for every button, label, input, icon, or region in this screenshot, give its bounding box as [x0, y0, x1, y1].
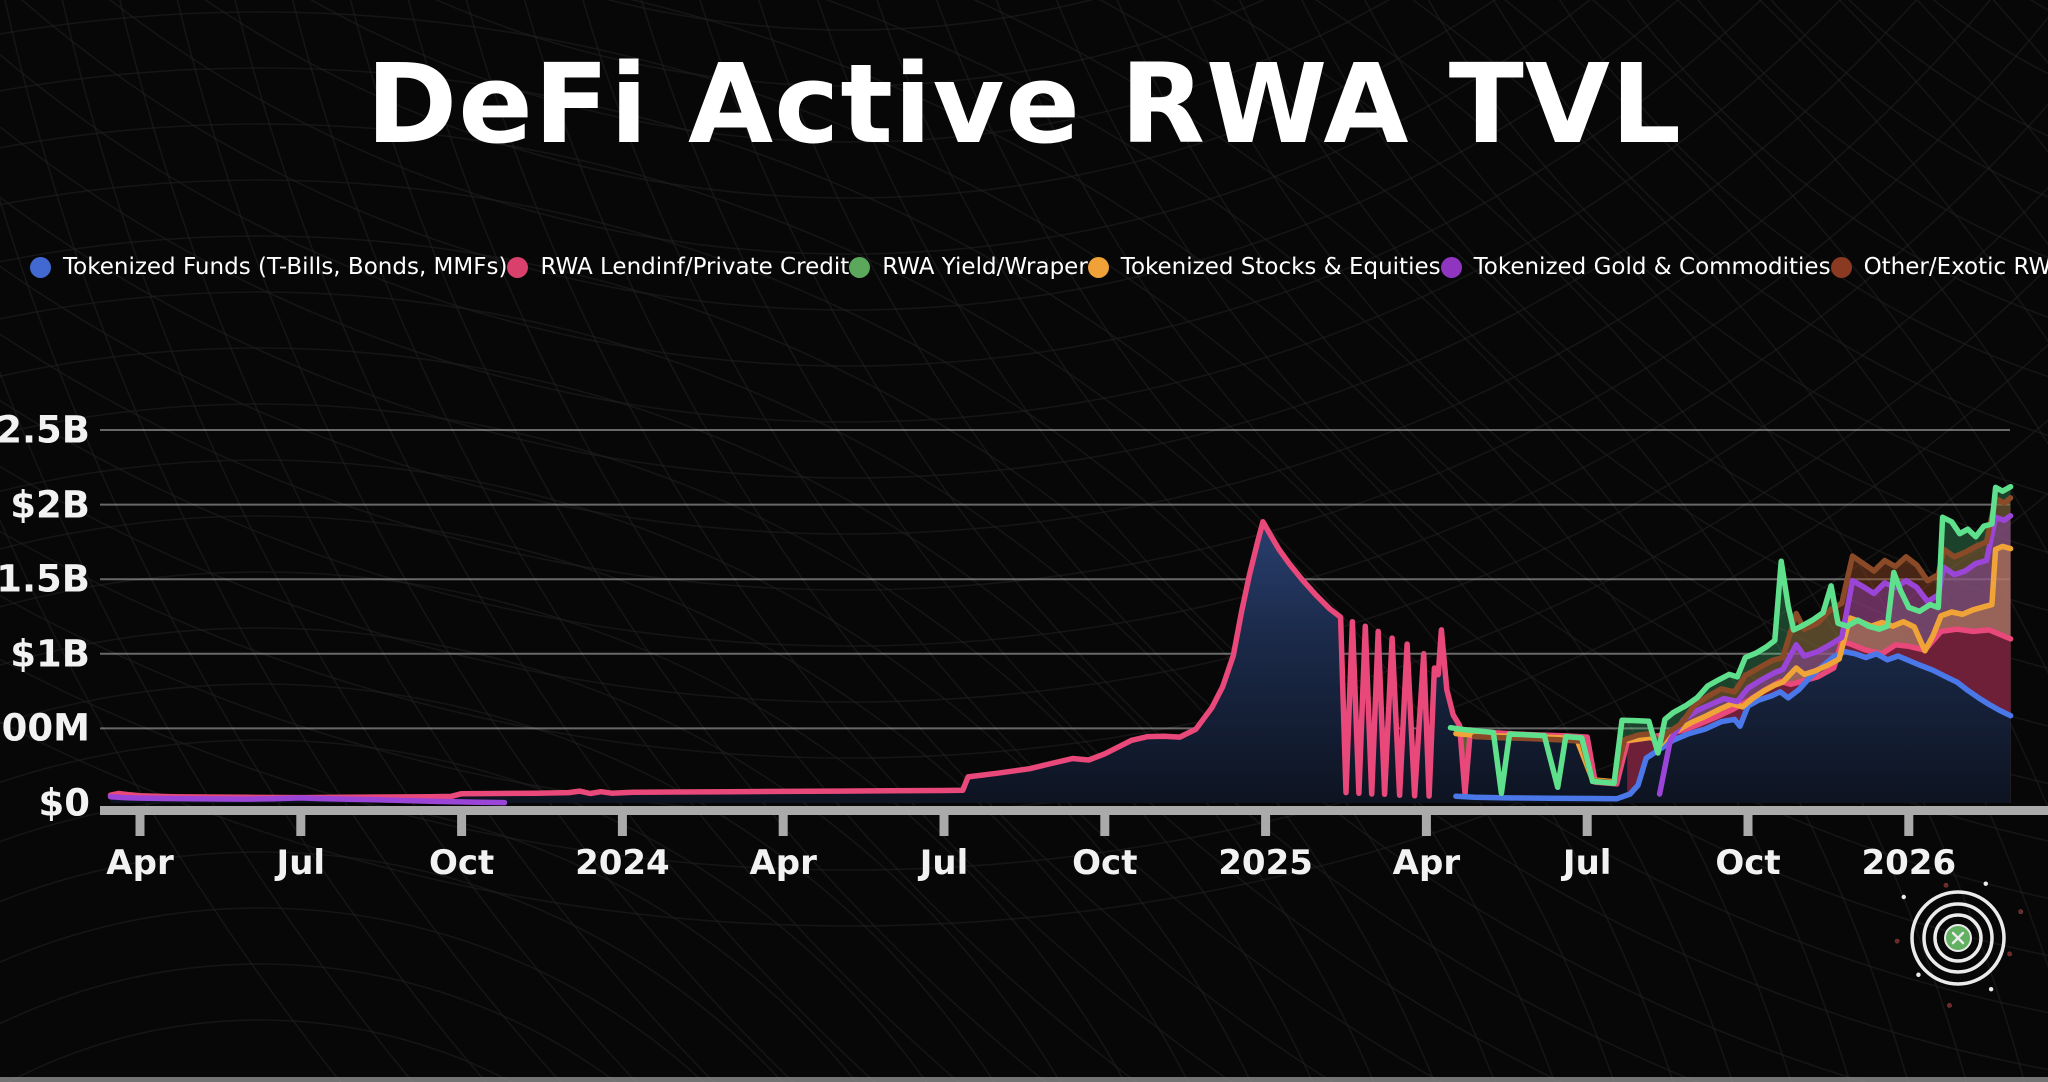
legend-label: RWA Lendinf/Private Credit [540, 254, 850, 280]
page-title: DeFi Active RWA TVL [365, 40, 1683, 168]
y-axis-label: $500M [0, 706, 90, 750]
x-axis-label: Jul [1562, 843, 1612, 883]
x-axis-label: Apr [1392, 843, 1461, 883]
legend-swatch-lending-icon [507, 256, 529, 278]
legend-label: Tokenized Stocks & Equities [1120, 254, 1441, 280]
x-axis-label: Jul [919, 843, 969, 883]
legend-label: Tokenized Gold & Commodities [1473, 254, 1831, 280]
x-axis-label: 2025 [1218, 843, 1313, 883]
legend-swatch-yield-icon [849, 256, 871, 278]
y-axis-label: $2.5B [0, 408, 90, 452]
legend-item-yield: RWA Yield/Wraper [849, 254, 1088, 280]
legend-item-lending: RWA Lendinf/Private Credit [507, 254, 849, 280]
x-axis-label: Oct [1072, 843, 1138, 883]
x-axis-label: Oct [428, 843, 495, 883]
y-axis-label: $1.5B [0, 557, 90, 601]
x-axis-label: 2026 [1861, 843, 1957, 883]
legend: Tokenized Funds (T-Bills, Bonds, MMFs) R… [0, 254, 2048, 280]
x-axis-label: 2024 [575, 843, 670, 883]
legend-item-other: Other/Exotic RWA [1830, 254, 2048, 280]
y-axis-label: $1B [10, 632, 90, 676]
legend-item-stocks: Tokenized Stocks & Equities [1087, 254, 1441, 280]
legend-label: Tokenized Funds (T-Bills, Bonds, MMFs) [63, 254, 508, 280]
x-axis-label: Jul [276, 843, 326, 883]
legend-label: Other/Exotic RWA [1863, 254, 2048, 280]
x-axis-label: Apr [749, 843, 817, 883]
y-axis-label: $2B [10, 483, 90, 527]
legend-swatch-stocks-icon [1087, 256, 1109, 278]
x-axis-label: Apr [106, 843, 174, 883]
y-axis-label: $0 [38, 781, 91, 825]
legend-swatch-funds-icon [30, 256, 51, 278]
legend-swatch-gold-icon [1440, 256, 1462, 278]
legend-item-funds: Tokenized Funds (T-Bills, Bonds, MMFs) [30, 254, 507, 280]
x-axis-label: Oct [1715, 843, 1781, 883]
legend-item-gold: Tokenized Gold & Commodities [1440, 254, 1831, 280]
legend-swatch-other-icon [1830, 256, 1852, 278]
target-logo [1894, 881, 2023, 1008]
legend-label: RWA Yield/Wraper [882, 254, 1088, 280]
bottom-edge-strip [0, 1077, 2048, 1082]
